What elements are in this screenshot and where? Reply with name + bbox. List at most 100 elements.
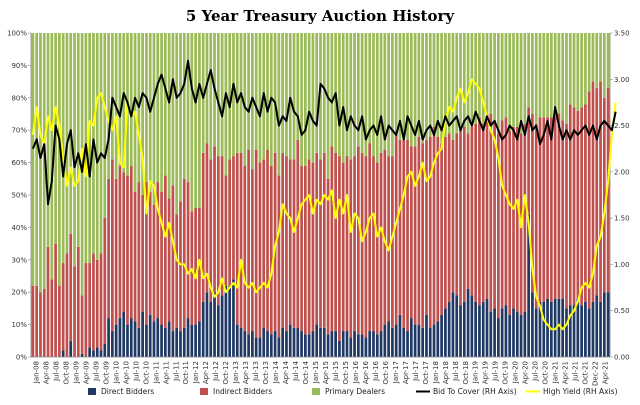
- bar-direct-bidders: [300, 331, 303, 357]
- x-tick-label: Oct-19: [502, 361, 510, 385]
- bar-indirect-bidders: [455, 133, 459, 296]
- bar-indirect-bidders: [440, 143, 443, 315]
- bar-primary-dealers: [368, 33, 372, 144]
- bar-primary-dealers: [61, 33, 65, 264]
- bar-primary-dealers: [383, 33, 387, 150]
- x-tick-label: Apr-08: [42, 361, 50, 384]
- bar-primary-dealers: [35, 33, 39, 286]
- bar-primary-dealers: [364, 33, 368, 157]
- bar-indirect-bidders: [281, 152, 285, 328]
- bar-indirect-bidders: [394, 133, 398, 325]
- bar-primary-dealers: [489, 33, 493, 114]
- bar-indirect-bidders: [334, 152, 337, 332]
- bar-direct-bidders: [447, 301, 451, 357]
- bar-indirect-bidders: [500, 120, 504, 309]
- bar-direct-bidders: [455, 295, 459, 357]
- bar-indirect-bidders: [277, 175, 281, 338]
- bar-direct-bidders: [504, 305, 508, 357]
- bar-indirect-bidders: [549, 117, 553, 302]
- bar-direct-bidders: [235, 324, 239, 357]
- bar-direct-bidders: [292, 327, 296, 357]
- bar-primary-dealers: [402, 33, 406, 140]
- bar-primary-dealers: [421, 33, 425, 144]
- bar-primary-dealers: [512, 33, 515, 127]
- bar-primary-dealers: [587, 33, 591, 92]
- bar-indirect-bidders: [228, 159, 232, 286]
- bar-indirect-bidders: [606, 88, 610, 293]
- x-tick-label: Apr-10: [122, 361, 130, 384]
- bar-direct-bidders: [542, 301, 546, 357]
- bar-direct-bidders: [394, 324, 398, 357]
- left-tick-label: 60%: [11, 159, 27, 167]
- bar-direct-bidders: [587, 308, 591, 357]
- bar-indirect-bidders: [557, 114, 561, 299]
- bar-indirect-bidders: [179, 201, 182, 332]
- bar-primary-dealers: [372, 33, 375, 157]
- bar-indirect-bidders: [345, 156, 349, 332]
- bar-direct-bidders: [243, 331, 247, 357]
- x-tick-label: Oct-13: [262, 361, 270, 385]
- right-tick-label: 0.00: [614, 354, 630, 362]
- bar-indirect-bidders: [258, 162, 262, 338]
- bar-direct-bidders: [440, 314, 443, 357]
- bar-indirect-bidders: [481, 123, 485, 302]
- bar-indirect-bidders: [118, 165, 122, 319]
- x-tick-label: Oct-09: [102, 361, 110, 385]
- bar-direct-bidders: [428, 327, 432, 357]
- bar-primary-dealers: [379, 33, 383, 153]
- bar-indirect-bidders: [137, 182, 141, 328]
- bar-indirect-bidders: [432, 126, 436, 325]
- bar-indirect-bidders: [531, 114, 534, 293]
- bar-direct-bidders: [500, 308, 504, 357]
- bar-primary-dealers: [307, 33, 311, 160]
- bar-direct-bidders: [175, 327, 179, 357]
- bar-direct-bidders: [417, 324, 421, 357]
- x-tick-label: Apr-11: [162, 361, 170, 384]
- x-tick-label: Jul-13: [252, 361, 260, 382]
- bar-indirect-bidders: [474, 123, 478, 302]
- x-tick-label: Jul-19: [492, 361, 500, 382]
- bar-indirect-bidders: [402, 139, 406, 328]
- x-tick-label: Apr-21: [562, 361, 570, 384]
- bar-direct-bidders: [311, 331, 315, 357]
- bar-indirect-bidders: [338, 156, 341, 341]
- bar-primary-dealers: [500, 33, 504, 121]
- bar-primary-dealers: [591, 33, 595, 82]
- x-tick-label: Apr-19: [482, 361, 490, 384]
- bar-indirect-bidders: [39, 292, 42, 357]
- bar-primary-dealers: [523, 33, 527, 124]
- bar-indirect-bidders: [322, 152, 326, 328]
- bar-primary-dealers: [515, 33, 519, 127]
- bar-direct-bidders: [88, 347, 92, 357]
- bar-direct-bidders: [61, 350, 65, 357]
- right-tick-label: 0.50: [614, 307, 630, 315]
- bar-direct-bidders: [198, 321, 201, 357]
- bar-indirect-bidders: [504, 117, 508, 306]
- bar-primary-dealers: [288, 33, 292, 160]
- bar-indirect-bidders: [319, 159, 322, 328]
- bar-primary-dealers: [602, 33, 606, 98]
- bar-primary-dealers: [209, 33, 213, 160]
- x-tick-label: Oct-17: [422, 361, 430, 385]
- x-tick-label: Oct-11: [182, 361, 190, 385]
- bar-direct-bidders: [171, 331, 175, 357]
- bar-indirect-bidders: [398, 139, 402, 315]
- bar-direct-bidders: [515, 311, 519, 357]
- bar-direct-bidders: [497, 318, 500, 357]
- bar-indirect-bidders: [160, 191, 163, 325]
- bar-indirect-bidders: [129, 165, 133, 319]
- bar-primary-dealers: [95, 33, 99, 260]
- bar-direct-bidders: [602, 292, 606, 357]
- x-tick-label: Jan-12: [192, 361, 200, 384]
- x-tick-label: Jul-16: [372, 360, 380, 381]
- bar-direct-bidders: [148, 314, 152, 357]
- axes: 0% 10% 20% 30% 40% 50% 60% 70% 80% 90% 100% 0.00 0.5…: [7, 30, 630, 386]
- right-tick-label: 2.00: [614, 168, 630, 176]
- bar-direct-bidders: [334, 331, 337, 357]
- x-tick-label: Jul-12: [212, 361, 220, 382]
- bar-primary-dealers: [557, 33, 561, 114]
- bar-indirect-bidders: [58, 285, 61, 357]
- bar-primary-dealers: [549, 33, 553, 118]
- bar-indirect-bidders: [580, 107, 583, 306]
- x-tick-label: Oct-16: [382, 360, 390, 384]
